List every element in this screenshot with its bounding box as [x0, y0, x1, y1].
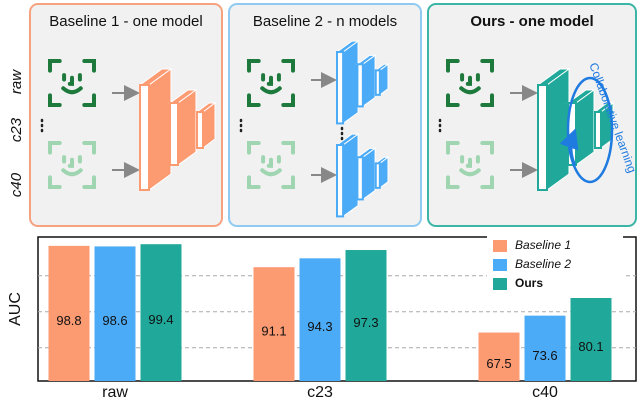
- model-layer: [363, 148, 375, 199]
- model-layer: [363, 55, 375, 106]
- value-label: 94.3: [307, 319, 332, 334]
- panel-title: Ours - one model: [470, 13, 593, 30]
- model-layer: [376, 163, 380, 187]
- model-layer: [178, 90, 196, 165]
- model-layer: [343, 134, 358, 216]
- y-axis-label: AUC: [7, 292, 24, 326]
- panel-title: Baseline 1 - one model: [49, 13, 202, 30]
- page: {"diagram": {"panels": [{"title": "Basel…: [0, 0, 639, 402]
- model-layer: [538, 85, 547, 190]
- value-label: 67.5: [486, 356, 511, 371]
- model-layer: [197, 112, 203, 148]
- row-label: raw: [8, 69, 25, 94]
- legend-swatch: [493, 240, 507, 252]
- model-layer: [170, 103, 178, 165]
- legend-label: Baseline 2: [515, 257, 571, 271]
- value-label: 98.8: [56, 313, 81, 328]
- model-layer: [376, 70, 380, 94]
- value-label: 80.1: [578, 339, 603, 354]
- model-layer: [357, 64, 362, 106]
- value-label: 91.1: [261, 324, 286, 339]
- legend-swatch: [493, 259, 507, 271]
- panel-title: Baseline 2 - n models: [253, 13, 397, 30]
- model-layer: [343, 41, 358, 123]
- row-label: c40: [8, 172, 25, 197]
- model-layer: [337, 145, 343, 216]
- legend-label: Ours: [515, 276, 543, 290]
- value-label: 97.3: [353, 315, 378, 330]
- value-label: 99.4: [148, 312, 173, 327]
- x-tick-label: raw: [102, 384, 128, 401]
- value-label: 73.6: [532, 348, 557, 363]
- model-layer: [576, 90, 594, 165]
- model-layer: [380, 64, 388, 95]
- model-layer: [380, 157, 388, 188]
- model-layer: [357, 157, 362, 199]
- value-label: 98.6: [102, 313, 127, 328]
- model-layer: [140, 85, 149, 190]
- model-layer: [595, 112, 601, 148]
- plot: raw 98.8 98.6 99.4 c23 91.1 94.3 97.3 c40 67.5 73.…: [38, 236, 636, 401]
- legend-label: Baseline 1: [515, 238, 571, 252]
- model-layer: [337, 52, 343, 123]
- model-layer: [149, 69, 171, 190]
- figure: Baseline 1 - one model Baseline 2 - n mo…: [0, 0, 639, 402]
- panel: [229, 4, 421, 226]
- x-tick-label: c23: [307, 384, 333, 401]
- model-layer: [547, 69, 569, 190]
- row-label: c23: [8, 117, 25, 142]
- legend-swatch: [493, 278, 507, 290]
- x-tick-label: c40: [532, 384, 558, 401]
